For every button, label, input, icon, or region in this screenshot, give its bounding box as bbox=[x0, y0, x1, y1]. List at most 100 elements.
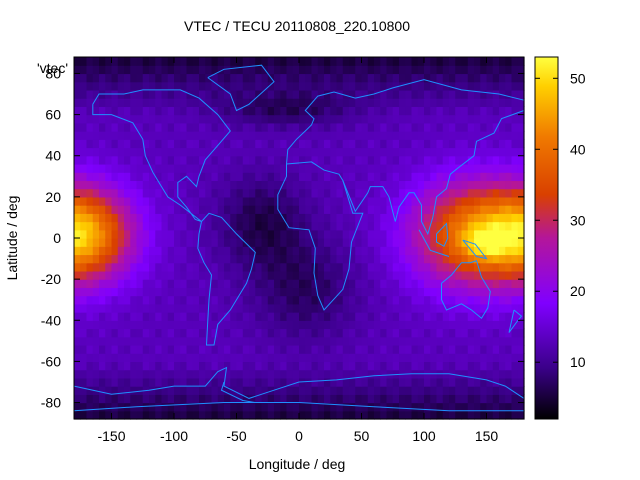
x-axis-ticks: -150 -100 -50 0 50 100 150 bbox=[97, 57, 498, 444]
heatmap-cell bbox=[211, 312, 219, 321]
heatmap-cell bbox=[430, 155, 438, 165]
heatmap-cell bbox=[430, 303, 438, 313]
heatmap-cell bbox=[517, 361, 525, 371]
heatmap-cell bbox=[367, 254, 375, 264]
heatmap-cell bbox=[74, 377, 81, 387]
heatmap-cell bbox=[374, 196, 381, 206]
heatmap-cell bbox=[199, 147, 206, 157]
heatmap-cell bbox=[449, 353, 456, 363]
heatmap-cell bbox=[330, 394, 338, 404]
heatmap-cell bbox=[342, 57, 350, 66]
heatmap-cell bbox=[224, 114, 231, 124]
heatmap-cell bbox=[105, 139, 113, 149]
heatmap-cell bbox=[267, 122, 275, 132]
heatmap-cell bbox=[355, 106, 363, 116]
heatmap-cell bbox=[436, 320, 444, 330]
heatmap-cell bbox=[105, 410, 113, 420]
heatmap-cell bbox=[161, 180, 169, 190]
heatmap-cell bbox=[167, 344, 175, 354]
heatmap-cell bbox=[305, 377, 313, 387]
heatmap-cell bbox=[299, 402, 306, 412]
heatmap-cell bbox=[486, 122, 494, 132]
heatmap-cell bbox=[380, 320, 388, 330]
heatmap-cell bbox=[299, 65, 306, 75]
heatmap-cell bbox=[149, 65, 156, 75]
heatmap-cell bbox=[324, 213, 331, 223]
heatmap-cell bbox=[499, 114, 506, 124]
heatmap-cell bbox=[136, 196, 144, 206]
heatmap-cell bbox=[86, 114, 94, 124]
heatmap-cell bbox=[192, 98, 200, 107]
heatmap-cell bbox=[411, 172, 419, 182]
heatmap-cell bbox=[461, 221, 469, 231]
heatmap-cell bbox=[236, 279, 244, 288]
heatmap-cell bbox=[417, 106, 425, 116]
heatmap-cell bbox=[161, 402, 169, 412]
heatmap-cell bbox=[305, 221, 313, 231]
heatmap-cell bbox=[424, 295, 431, 305]
heatmap-cell bbox=[224, 139, 231, 149]
heatmap-cell bbox=[117, 122, 125, 132]
heatmap-cell bbox=[361, 89, 369, 99]
heatmap-cell bbox=[436, 262, 444, 272]
heatmap-cell bbox=[286, 205, 294, 214]
heatmap-cell bbox=[511, 328, 519, 338]
heatmap-cell bbox=[461, 180, 469, 190]
heatmap-cell bbox=[380, 205, 388, 214]
heatmap-cell bbox=[455, 221, 463, 231]
heatmap-cell bbox=[130, 254, 138, 264]
heatmap-cell bbox=[349, 262, 356, 272]
heatmap-cell bbox=[99, 254, 106, 264]
heatmap-cell bbox=[317, 65, 325, 75]
heatmap-cell bbox=[161, 386, 169, 395]
heatmap-cell bbox=[167, 353, 175, 363]
heatmap-cell bbox=[355, 131, 363, 140]
heatmap-cell bbox=[474, 89, 481, 99]
heatmap-cell bbox=[161, 369, 169, 379]
heatmap-cell bbox=[430, 238, 438, 247]
heatmap-cell bbox=[161, 229, 169, 239]
heatmap-cell bbox=[136, 287, 144, 297]
heatmap-cell bbox=[405, 98, 413, 107]
heatmap-cell bbox=[249, 163, 256, 173]
heatmap-cell bbox=[267, 65, 275, 75]
heatmap-cell bbox=[174, 229, 181, 239]
heatmap-cell bbox=[74, 114, 81, 124]
heatmap-cell bbox=[242, 57, 250, 66]
heatmap-cell bbox=[286, 402, 294, 412]
heatmap-cell bbox=[249, 320, 256, 330]
heatmap-cell bbox=[336, 238, 344, 247]
heatmap-cell bbox=[161, 163, 169, 173]
heatmap-cell bbox=[317, 229, 325, 239]
heatmap-cell bbox=[399, 344, 406, 354]
heatmap-cell bbox=[336, 114, 344, 124]
heatmap-cell bbox=[474, 336, 481, 346]
heatmap-cell bbox=[124, 196, 131, 206]
heatmap-cell bbox=[105, 394, 113, 404]
heatmap-cell bbox=[292, 353, 300, 363]
heatmap-cell bbox=[130, 57, 138, 66]
heatmap-cell bbox=[405, 180, 413, 190]
heatmap-cell bbox=[242, 369, 250, 379]
heatmap-cell bbox=[336, 386, 344, 395]
heatmap-cell bbox=[224, 377, 231, 387]
heatmap-cell bbox=[417, 361, 425, 371]
heatmap-cell bbox=[74, 122, 81, 132]
heatmap-cell bbox=[436, 353, 444, 363]
heatmap-cell bbox=[311, 221, 319, 231]
heatmap-cell bbox=[99, 155, 106, 165]
heatmap-cell bbox=[349, 377, 356, 387]
heatmap-cell bbox=[217, 65, 225, 75]
coastline bbox=[342, 110, 525, 236]
heatmap-cell bbox=[274, 344, 281, 354]
heatmap-cell bbox=[292, 410, 300, 420]
heatmap-cell bbox=[424, 336, 431, 346]
heatmap-cell bbox=[286, 180, 294, 190]
heatmap-cell bbox=[411, 402, 419, 412]
heatmap-cell bbox=[499, 205, 506, 214]
heatmap-cell bbox=[286, 131, 294, 140]
heatmap-cell bbox=[411, 155, 419, 165]
heatmap-cell bbox=[130, 205, 138, 214]
heatmap-cell bbox=[430, 196, 438, 206]
heatmap-cell bbox=[374, 213, 381, 223]
